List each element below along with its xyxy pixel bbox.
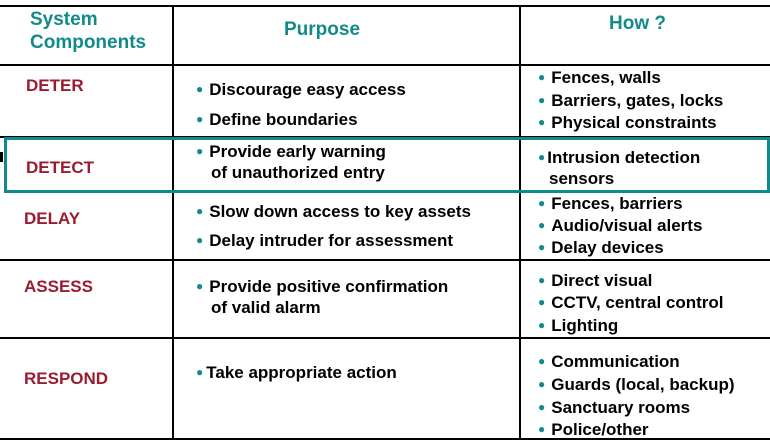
bullet-icon: ● xyxy=(538,318,546,332)
bullet-icon: ● xyxy=(196,204,204,218)
bullet-icon: ● xyxy=(538,70,546,84)
bullet-icon: ● xyxy=(538,295,546,309)
bullet-icon: ● xyxy=(538,196,546,210)
how-item: ● Audio/visual alerts xyxy=(538,216,703,235)
purpose-item: ● Provide early warning xyxy=(196,142,386,161)
bullet-icon: ● xyxy=(538,400,546,414)
how-item: ● Intrusion detection xyxy=(538,148,701,167)
column-divider-2 xyxy=(519,5,521,440)
header-components: System Components xyxy=(30,8,170,54)
bullet-icon: ● xyxy=(538,240,546,254)
bullet-icon: ● xyxy=(538,377,546,391)
bullet-icon: ● xyxy=(196,112,204,126)
purpose-item: ● Provide positive confirmation xyxy=(196,277,449,296)
how-item: ● Delay devices xyxy=(538,238,664,257)
row-divider-3 xyxy=(0,337,770,339)
component-delay: DELAY xyxy=(24,209,81,228)
bullet-icon: ● xyxy=(538,273,546,287)
how-item: ● Police/other xyxy=(538,420,649,439)
how-item: ● Direct visual xyxy=(538,271,653,290)
bullet-icon: ● xyxy=(538,218,546,232)
bullet-icon: ● xyxy=(196,279,204,293)
how-item: ● Fences, barriers xyxy=(538,194,683,213)
bullet-icon: ● xyxy=(196,233,204,247)
bullet-icon: ● xyxy=(538,93,546,107)
column-divider-1 xyxy=(172,5,174,440)
bullet-icon: ● xyxy=(538,354,546,368)
bullet-icon: ● xyxy=(538,115,546,129)
component-assess: ASSESS xyxy=(24,277,93,296)
bullet-icon: ● xyxy=(196,144,204,158)
how-item: ● Communication xyxy=(538,352,680,371)
left-edge-mark xyxy=(0,152,3,162)
table-bottom-border xyxy=(0,438,770,440)
purpose-item-continuation: of valid alarm xyxy=(211,298,321,317)
purpose-item: ● Slow down access to key assets xyxy=(196,202,471,221)
bullet-icon: ● xyxy=(538,422,546,436)
purpose-item: ● Delay intruder for assessment xyxy=(196,231,454,250)
bullet-icon: ● xyxy=(196,82,204,96)
how-item: ● Barriers, gates, locks xyxy=(538,91,724,110)
component-deter: DETER xyxy=(26,76,84,95)
purpose-item: ● Define boundaries xyxy=(196,110,358,129)
detect-row-highlight xyxy=(4,137,770,193)
header-bottom-border xyxy=(0,64,770,66)
purpose-item-continuation: of unauthorized entry xyxy=(211,163,385,182)
header-purpose: Purpose xyxy=(284,19,361,40)
component-detect: DETECT xyxy=(26,158,94,177)
component-respond: RESPOND xyxy=(24,369,109,388)
bullet-icon: ● xyxy=(196,365,204,379)
how-item: ● CCTV, central control xyxy=(538,293,724,312)
header-components-line2: Components xyxy=(30,32,147,53)
how-item-continuation: sensors xyxy=(549,169,615,188)
how-item: ● Guards (local, backup) xyxy=(538,375,735,394)
header-how: How ? xyxy=(609,13,666,34)
row-divider-2 xyxy=(0,259,770,261)
bullet-icon: ● xyxy=(538,150,546,164)
how-item: ● Sanctuary rooms xyxy=(538,398,691,417)
how-item: ● Fences, walls xyxy=(538,68,661,87)
how-item: ● Lighting xyxy=(538,316,619,335)
header-components-line1: System xyxy=(30,9,98,30)
purpose-item: ● Discourage easy access xyxy=(196,80,406,99)
how-item: ● Physical constraints xyxy=(538,113,717,132)
purpose-item: ● Take appropriate action xyxy=(196,363,397,382)
table-top-border xyxy=(0,5,770,7)
